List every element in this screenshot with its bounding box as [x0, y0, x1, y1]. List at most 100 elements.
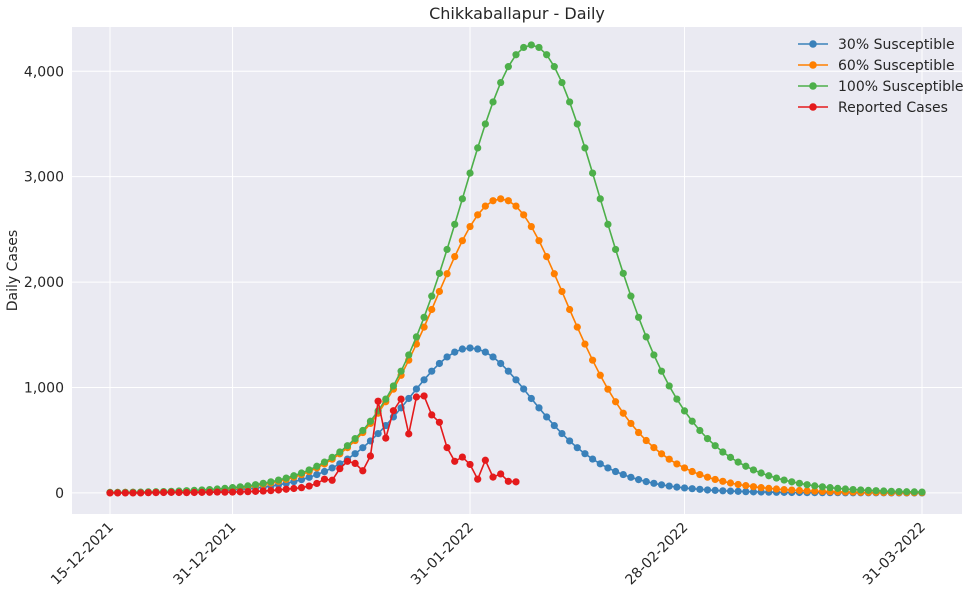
- data-point: [634, 476, 643, 484]
- data-point: [527, 222, 535, 231]
- data-point: [688, 467, 696, 476]
- data-point: [405, 430, 413, 438]
- data-point: [566, 437, 574, 445]
- data-point: [274, 476, 283, 484]
- data-point: [251, 487, 260, 495]
- data-point: [772, 485, 781, 493]
- data-point: [772, 474, 781, 482]
- data-point: [611, 467, 620, 476]
- legend-marker: [809, 61, 817, 69]
- data-point: [328, 453, 336, 461]
- data-point: [703, 473, 712, 481]
- data-point: [673, 395, 681, 403]
- data-point: [918, 488, 926, 496]
- data-point: [152, 489, 160, 497]
- data-point: [619, 470, 627, 479]
- data-point: [581, 340, 589, 348]
- data-point: [611, 245, 620, 254]
- data-point: [259, 479, 267, 487]
- data-point: [742, 482, 750, 490]
- data-point: [336, 448, 344, 456]
- data-point: [573, 444, 581, 452]
- data-point: [458, 453, 466, 461]
- data-point: [389, 407, 398, 415]
- data-point: [359, 426, 367, 435]
- data-point: [336, 465, 344, 473]
- data-point: [795, 479, 804, 487]
- data-point: [497, 78, 505, 87]
- data-point: [313, 479, 321, 488]
- data-point: [428, 411, 436, 419]
- data-point: [474, 211, 482, 219]
- data-point: [313, 462, 321, 470]
- data-point: [114, 489, 122, 497]
- data-point: [719, 487, 727, 495]
- data-point: [680, 484, 689, 492]
- data-point: [228, 488, 237, 496]
- data-point: [566, 98, 574, 106]
- data-point: [657, 367, 666, 375]
- data-point: [320, 475, 329, 483]
- data-point: [596, 195, 604, 203]
- data-point: [795, 486, 804, 495]
- data-point: [443, 245, 451, 254]
- legend-label: 30% Susceptible: [838, 37, 955, 53]
- data-point: [428, 367, 436, 375]
- plot-area: [72, 27, 962, 514]
- data-point: [405, 351, 413, 359]
- grid-lines: [72, 27, 962, 514]
- data-point: [428, 292, 436, 300]
- data-point: [757, 484, 765, 492]
- legend-marker: [809, 103, 817, 111]
- data-point: [481, 348, 489, 356]
- data-point: [137, 489, 145, 497]
- data-point: [849, 485, 857, 494]
- data-point: [589, 169, 597, 177]
- data-point: [688, 417, 696, 425]
- data-point: [642, 333, 650, 341]
- data-point: [451, 348, 459, 356]
- data-point: [734, 480, 742, 489]
- data-point: [657, 481, 666, 489]
- data-point: [167, 488, 175, 496]
- data-point: [351, 435, 359, 443]
- data-point: [566, 305, 574, 314]
- data-point: [420, 392, 428, 400]
- data-point: [550, 421, 558, 430]
- data-point: [435, 418, 443, 426]
- legend-marker: [809, 40, 817, 48]
- data-point: [443, 353, 451, 361]
- data-point: [290, 484, 298, 493]
- data-point: [481, 120, 489, 128]
- data-point: [880, 487, 888, 495]
- data-point: [198, 488, 206, 496]
- y-axis-label: Daily Cases: [5, 230, 21, 311]
- data-point: [397, 395, 405, 403]
- data-point: [205, 488, 214, 496]
- data-point: [504, 63, 512, 71]
- data-point: [589, 356, 597, 364]
- data-point: [213, 488, 221, 496]
- data-point: [780, 486, 788, 494]
- data-point: [297, 469, 306, 477]
- data-point: [573, 120, 581, 128]
- data-point: [297, 476, 306, 484]
- data-point: [788, 486, 796, 494]
- x-tick-label: 28-02-2022: [623, 520, 692, 589]
- data-point: [412, 393, 421, 401]
- data-point: [290, 472, 298, 480]
- data-point: [627, 419, 635, 428]
- data-point: [183, 489, 191, 497]
- data-point: [160, 488, 168, 497]
- data-point: [474, 475, 482, 483]
- data-point: [106, 489, 114, 497]
- data-point: [634, 428, 643, 437]
- data-point: [680, 407, 689, 415]
- data-point: [535, 404, 543, 412]
- data-point: [543, 413, 551, 421]
- data-point: [504, 197, 512, 205]
- x-tick-label: 31-01-2022: [408, 520, 477, 589]
- data-point: [788, 478, 796, 486]
- data-point: [359, 467, 367, 475]
